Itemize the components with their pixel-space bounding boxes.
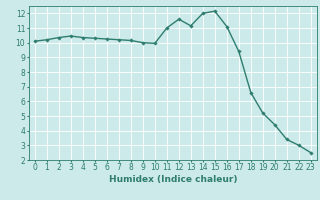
X-axis label: Humidex (Indice chaleur): Humidex (Indice chaleur) — [108, 175, 237, 184]
